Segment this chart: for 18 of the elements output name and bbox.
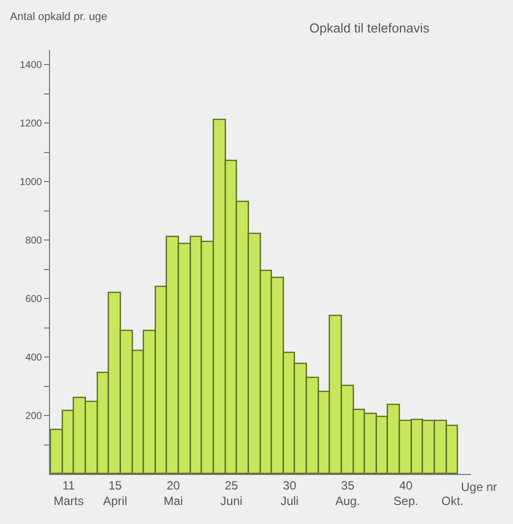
chart-title: Opkald til telefonavis [309,20,430,36]
x-tick-label: 40 Sep. [394,478,418,508]
y-tick-label: 1000 [20,177,42,188]
x-tick-label: 25 Juni [220,478,242,508]
y-tick-label: 800 [25,236,42,247]
y-tick-label: 200 [25,411,42,422]
y-tick-label: 1200 [20,118,42,130]
x-tick-label: 11 Marts [54,478,84,508]
x-tick-label: 20 Mai [164,478,183,508]
y-tick-label: 400 [25,352,42,364]
x-tick-label: 15 April [103,478,128,508]
y-tick-label: 600 [25,294,42,306]
y-axis-title: Antal opkald pr. uge [10,11,108,23]
x-axis-title: Uge nr [461,480,498,494]
x-tick-label: Okt. [441,494,464,508]
y-tick-label: 1400 [20,60,42,72]
x-tick-label: 35 Aug. [335,478,360,508]
x-tick-label: 30 Juli [280,478,299,508]
